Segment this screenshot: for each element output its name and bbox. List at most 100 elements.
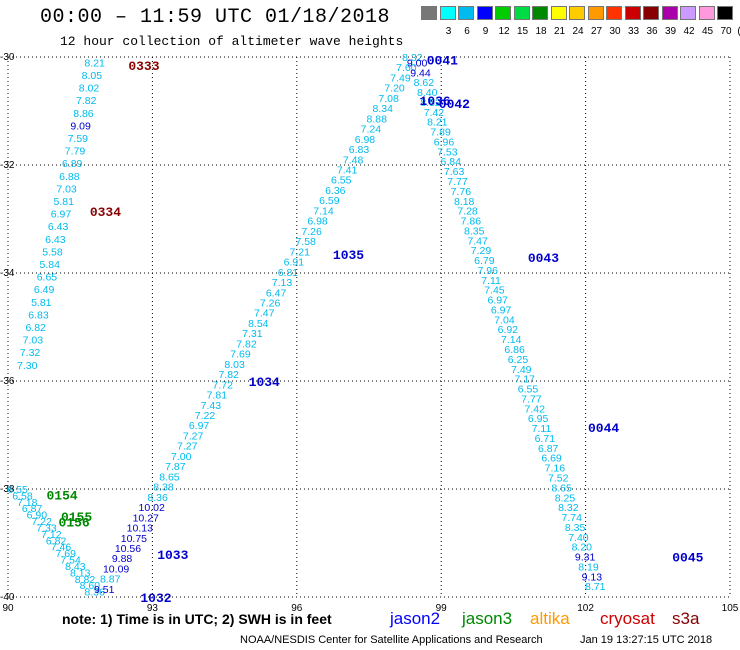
swh-value: 7.21 <box>290 246 311 258</box>
swh-value: 7.22 <box>31 516 52 528</box>
swh-value: 7.27 <box>183 430 204 442</box>
swh-value: 6.83 <box>28 309 49 321</box>
page-title: 00:00 – 11:59 UTC 01/18/2018 <box>40 6 391 29</box>
colorbar-label: 39 <box>664 26 677 37</box>
swh-value: 6.82 <box>25 322 46 334</box>
swh-value: 7.79 <box>65 146 86 158</box>
colorbar-label: 24 <box>572 26 584 37</box>
swh-value: 7.31 <box>242 328 263 340</box>
colorbar-swatch <box>606 6 622 20</box>
pass-time-label: 0045 <box>672 551 703 566</box>
swh-value: 6.81 <box>278 267 299 279</box>
swh-value: 6.96 <box>434 136 455 148</box>
swh-value: 6.86 <box>504 344 525 356</box>
lat-tick-label: -30 <box>0 52 15 63</box>
colorbar-swatch <box>587 6 604 20</box>
pass-time-label: 0042 <box>439 97 470 112</box>
swh-value: 7.59 <box>68 133 89 145</box>
swh-value: 6.36 <box>325 185 346 197</box>
colorbar-swatch <box>680 6 696 20</box>
swh-value: 6.47 <box>266 287 287 299</box>
colorbar-swatch <box>532 6 548 20</box>
swh-value: 7.53 <box>437 146 458 158</box>
swh-value: 7.48 <box>343 154 364 166</box>
swh-value: 7.87 <box>165 461 186 473</box>
colorbar-label: 6 <box>464 26 470 37</box>
swh-value: 7.63 <box>444 166 465 178</box>
swh-value: 7.86 <box>461 216 482 228</box>
swh-value: 7.45 <box>484 285 505 297</box>
swh-value: 8.43 <box>65 561 86 573</box>
colorbar-swatch <box>439 6 456 20</box>
swh-value: 8.32 <box>402 52 423 64</box>
swh-value: 7.03 <box>56 183 77 195</box>
swh-value: 6.43 <box>48 221 69 233</box>
swh-value: 6.97 <box>51 209 72 221</box>
swh-value: 7.24 <box>361 124 382 136</box>
colorbar-label: 30 <box>609 26 621 37</box>
swh-value: 7.72 <box>213 379 234 391</box>
swh-value: 7.26 <box>301 226 322 238</box>
swh-value: 7.60 <box>396 62 417 74</box>
lat-tick-label: -40 <box>0 592 15 603</box>
swh-value: 5.58 <box>42 246 63 258</box>
swh-value: 7.89 <box>430 127 451 139</box>
swh-value: 8.25 <box>555 492 576 504</box>
colorbar-swatch <box>624 6 641 20</box>
pass-time-label: 0334 <box>90 205 121 220</box>
swh-value: 8.21 <box>427 117 448 129</box>
swh-value: 8.71 <box>585 581 606 593</box>
swh-value: 8.65 <box>159 471 180 483</box>
colorbar-swatch <box>513 6 530 20</box>
swh-value: 8.87 <box>100 574 121 586</box>
swh-value: 9.31 <box>575 552 596 564</box>
legend-item-cryosat: cryosat <box>600 609 655 628</box>
swh-value: 7.13 <box>272 277 293 289</box>
swh-value: 8.18 <box>454 196 475 208</box>
swh-value: 6.65 <box>37 272 58 284</box>
swh-value: 9.13 <box>582 571 603 583</box>
swh-value: 8.88 <box>367 113 388 125</box>
swh-value: 5.84 <box>39 259 60 271</box>
swh-value: 7.58 <box>295 236 316 248</box>
swh-value: 6.89 <box>62 158 83 170</box>
colorbar-label: 42 <box>683 26 695 37</box>
swh-value: 9.44 <box>410 67 431 79</box>
swh-value: 6.25 <box>508 354 529 366</box>
colorbar-swatch <box>458 6 474 20</box>
swh-value: 10.75 <box>121 533 147 545</box>
swh-value: 7.20 <box>384 83 405 95</box>
swh-value: 7.16 <box>545 463 566 475</box>
colorbar-swatch <box>421 6 437 20</box>
swh-value: 6.97 <box>491 304 512 316</box>
swh-value: 7.81 <box>207 390 228 402</box>
pass-time-label: 1032 <box>140 591 171 606</box>
pass-time-label: 1033 <box>157 548 188 563</box>
swh-value: 7.17 <box>514 374 535 386</box>
swh-value: 6.84 <box>441 156 462 168</box>
swh-value: 5.81 <box>54 196 75 208</box>
legend-item-s3a: s3a <box>672 609 700 628</box>
colorbar-label: 27 <box>590 26 603 37</box>
swh-value: 7.41 <box>337 165 358 177</box>
swh-value: 6.98 <box>307 216 328 228</box>
swh-value: 8.60 <box>80 580 101 592</box>
swh-value: 10.02 <box>139 502 165 514</box>
swh-value: 6.98 <box>355 134 376 146</box>
swh-value: 8.34 <box>372 103 393 115</box>
swh-value: 6.55 <box>518 384 539 396</box>
swh-value: 8.36 <box>147 492 168 504</box>
pass-time-label: 1035 <box>333 248 364 263</box>
swh-value: 7.00 <box>171 451 192 463</box>
pass-time-label: 0043 <box>528 251 559 266</box>
swh-value: 7.14 <box>313 205 334 217</box>
swh-value: 6.91 <box>284 257 305 269</box>
swh-value: 6.71 <box>535 433 556 445</box>
swh-value: 6.82 <box>46 535 67 547</box>
colorbar-swatch <box>495 6 511 20</box>
swh-value: 8.03 <box>224 359 245 371</box>
swh-value: 6.79 <box>474 255 495 267</box>
swh-value: 7.77 <box>521 393 542 405</box>
timestamp: Jan 19 13:27:15 UTC 2018 <box>580 634 713 646</box>
colorbar-label: 12 <box>498 26 510 37</box>
